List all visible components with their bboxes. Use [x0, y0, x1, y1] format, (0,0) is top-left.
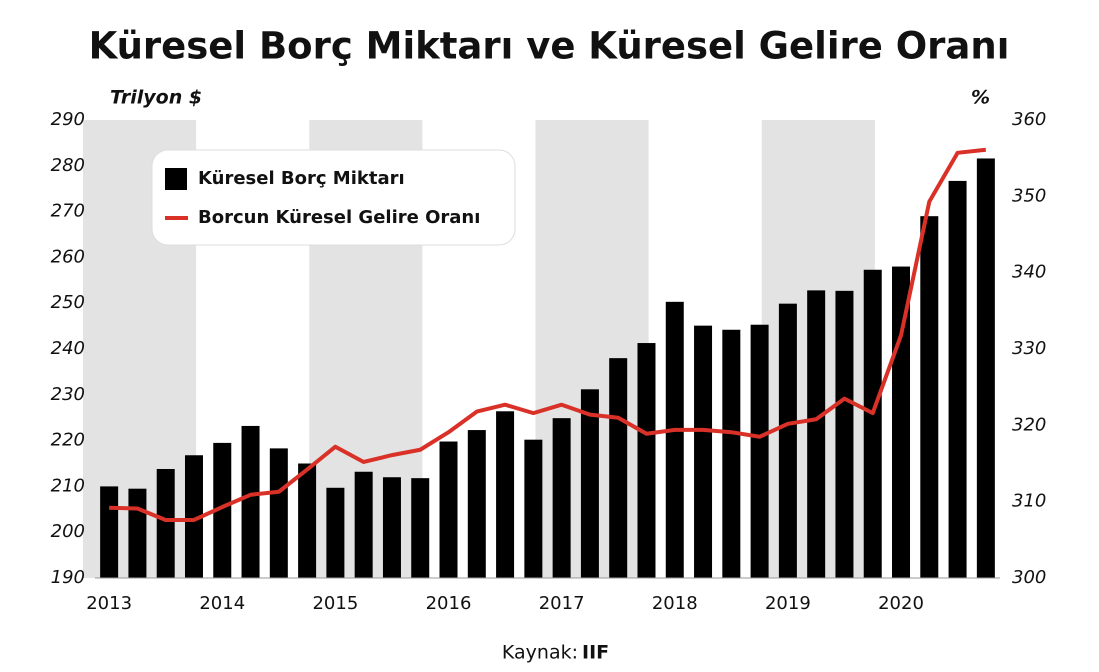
bar — [411, 478, 430, 578]
bar — [807, 290, 826, 578]
y-axis-label: Trilyon $ — [110, 87, 202, 109]
x-tick-label: 2020 — [878, 593, 924, 614]
bar — [382, 477, 401, 578]
bar — [156, 468, 175, 578]
y2-tick-label: 360 — [1012, 109, 1046, 130]
bar — [750, 324, 769, 578]
y2-axis-label: % — [971, 87, 990, 109]
bar — [184, 455, 203, 578]
y2-tick-label: 340 — [1012, 262, 1046, 283]
bar — [920, 216, 939, 578]
legend-box — [151, 149, 516, 246]
y-tick-label: 200 — [51, 521, 85, 542]
y-tick-label: 260 — [51, 246, 85, 267]
legend-label: Küresel Borç Miktarı — [198, 168, 405, 189]
bar — [298, 463, 317, 578]
x-tick-label: 2019 — [765, 593, 811, 614]
bar — [467, 430, 486, 578]
legend-label: Borcun Küresel Gelire Oranı — [198, 207, 480, 228]
bar — [694, 325, 713, 578]
source-label: Kaynak: — [502, 642, 578, 664]
y-tick-label: 220 — [51, 430, 85, 451]
y-tick-label: 270 — [51, 201, 85, 222]
bar — [354, 471, 373, 578]
y-tick-label: 190 — [51, 567, 85, 588]
y2-tick-label: 330 — [1012, 338, 1046, 359]
bar — [439, 441, 458, 578]
bar — [269, 448, 288, 578]
bar — [213, 442, 232, 578]
bar — [609, 358, 628, 578]
y2-tick-label: 300 — [1012, 567, 1046, 588]
bar — [326, 487, 345, 578]
y2-tick-label: 310 — [1012, 491, 1046, 512]
y2-tick-label: 350 — [1012, 185, 1046, 206]
bar — [948, 180, 967, 578]
x-tick-label: 2017 — [539, 593, 585, 614]
bar — [241, 425, 260, 578]
x-tick-label: 2018 — [652, 593, 698, 614]
bar — [778, 303, 797, 578]
y-tick-label: 230 — [51, 384, 85, 405]
chart-title: Küresel Borç Miktarı ve Küresel Gelire O… — [89, 25, 1010, 68]
bar — [665, 301, 684, 578]
source-name: IIF — [582, 642, 609, 664]
bar — [524, 439, 543, 578]
legend-swatch — [165, 168, 187, 190]
bar — [637, 343, 656, 578]
y2-tick-label: 320 — [1012, 414, 1046, 435]
bar — [835, 290, 854, 578]
y-tick-label: 240 — [51, 338, 85, 359]
x-tick-label: 2016 — [426, 593, 472, 614]
bar — [722, 329, 741, 578]
bar — [976, 158, 995, 579]
bar — [863, 269, 882, 578]
bar — [128, 488, 147, 578]
x-tick-label: 2013 — [86, 593, 132, 614]
bar — [580, 389, 599, 578]
x-tick-label: 2015 — [312, 593, 358, 614]
y-tick-label: 290 — [51, 109, 85, 130]
bar — [496, 411, 515, 578]
x-tick-label: 2014 — [199, 593, 245, 614]
y-tick-label: 210 — [51, 475, 85, 496]
bar — [100, 486, 119, 578]
y-tick-label: 280 — [51, 155, 85, 176]
y-tick-label: 250 — [51, 292, 85, 313]
line — [109, 147, 987, 522]
bar — [552, 418, 571, 578]
